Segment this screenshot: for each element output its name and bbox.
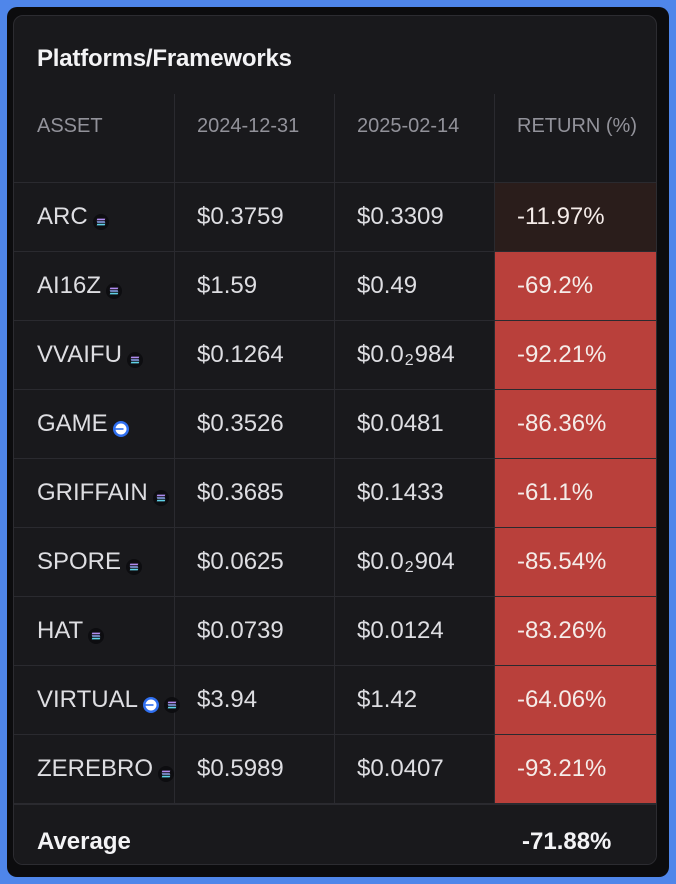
price-text: $0.49 <box>357 272 418 299</box>
asset-name: GRIFFAIN <box>37 479 148 506</box>
price-2024-12-31: $0.0625 <box>174 528 334 597</box>
average-value: -71.88% <box>522 828 612 855</box>
price-zero-count-subscript: 2 <box>404 352 414 369</box>
base-icon <box>112 416 129 437</box>
average-row: Average -71.88% <box>14 804 656 864</box>
table-title: Platforms/Frameworks <box>37 45 292 72</box>
price-2025-02-14: $0.0 2 904 <box>334 528 494 597</box>
price-2024-12-31: $3.94 <box>174 666 334 735</box>
price-2024-12-31: $0.3685 <box>174 459 334 528</box>
price-text: $0.0481 <box>357 410 444 437</box>
asset-name: GAME <box>37 410 108 437</box>
price-2024-12-31: $0.1264 <box>174 321 334 390</box>
column-header-date-1: 2024-12-31 <box>174 94 334 183</box>
asset-cell: ARC <box>14 183 174 252</box>
return-cell: -64.06% <box>494 666 656 735</box>
asset-name: VIRTUAL <box>37 686 138 713</box>
price-text: $0.3309 <box>357 203 444 230</box>
window-frame: Platforms/Frameworks ASSET 2024-12-31 20… <box>7 7 669 877</box>
price-2025-02-14: $0.0407 <box>334 735 494 804</box>
asset-cell: SPORE <box>14 528 174 597</box>
base-icon <box>142 692 159 713</box>
asset-cell: AI16Z <box>14 252 174 321</box>
asset-cell: GAME <box>14 390 174 459</box>
returns-table: ASSET 2024-12-31 2025-02-14 RETURN (%) A… <box>14 94 656 804</box>
asset-name: ARC <box>37 203 88 230</box>
return-cell: -83.26% <box>494 597 656 666</box>
asset-cell: HAT <box>14 597 174 666</box>
return-cell: -85.54% <box>494 528 656 597</box>
asset-name: HAT <box>37 617 84 644</box>
price-significant-digits: 904 <box>414 548 455 575</box>
solana-icon <box>88 623 105 644</box>
asset-name: AI16Z <box>37 272 102 299</box>
price-2024-12-31: $0.3526 <box>174 390 334 459</box>
asset-name: VVAIFU <box>37 341 122 368</box>
price-significant-digits: 984 <box>414 341 455 368</box>
price-2024-12-31: $1.59 <box>174 252 334 321</box>
price-text: $0.0124 <box>357 617 444 644</box>
asset-cell: GRIFFAIN <box>14 459 174 528</box>
price-text: $1.42 <box>357 686 418 713</box>
return-cell: -92.21% <box>494 321 656 390</box>
price-2024-12-31: $0.5989 <box>174 735 334 804</box>
table-card: Platforms/Frameworks ASSET 2024-12-31 20… <box>13 15 657 865</box>
price-2025-02-14: $1.42 <box>334 666 494 735</box>
price-text: $0.0 <box>357 341 404 368</box>
asset-name: SPORE <box>37 548 122 575</box>
price-text: $0.0407 <box>357 755 444 782</box>
solana-icon <box>92 209 109 230</box>
solana-icon <box>106 278 123 299</box>
column-header-date-2: 2025-02-14 <box>334 94 494 183</box>
return-cell: -61.1% <box>494 459 656 528</box>
return-cell: -11.97% <box>494 183 656 252</box>
price-2025-02-14: $0.3309 <box>334 183 494 252</box>
solana-icon <box>152 485 169 506</box>
price-zero-count-subscript: 2 <box>404 559 414 576</box>
price-2025-02-14: $0.0124 <box>334 597 494 666</box>
price-2024-12-31: $0.3759 <box>174 183 334 252</box>
price-2024-12-31: $0.0739 <box>174 597 334 666</box>
price-text: $0.0 <box>357 548 404 575</box>
price-2025-02-14: $0.49 <box>334 252 494 321</box>
solana-icon <box>126 554 143 575</box>
price-2025-02-14: $0.0481 <box>334 390 494 459</box>
return-cell: -86.36% <box>494 390 656 459</box>
column-header-return: RETURN (%) <box>494 94 656 183</box>
price-2025-02-14: $0.0 2 984 <box>334 321 494 390</box>
asset-cell: VIRTUAL <box>14 666 180 735</box>
price-2025-02-14: $0.1433 <box>334 459 494 528</box>
solana-icon <box>163 692 180 713</box>
column-header-asset: ASSET <box>14 94 174 183</box>
asset-cell: VVAIFU <box>14 321 174 390</box>
solana-icon <box>126 347 143 368</box>
asset-cell: ZEREBRO <box>14 735 175 804</box>
return-cell: -93.21% <box>494 735 656 804</box>
average-label: Average <box>37 828 131 855</box>
asset-name: ZEREBRO <box>37 755 154 782</box>
return-cell: -69.2% <box>494 252 656 321</box>
solana-icon <box>158 761 175 782</box>
price-text: $0.1433 <box>357 479 444 506</box>
